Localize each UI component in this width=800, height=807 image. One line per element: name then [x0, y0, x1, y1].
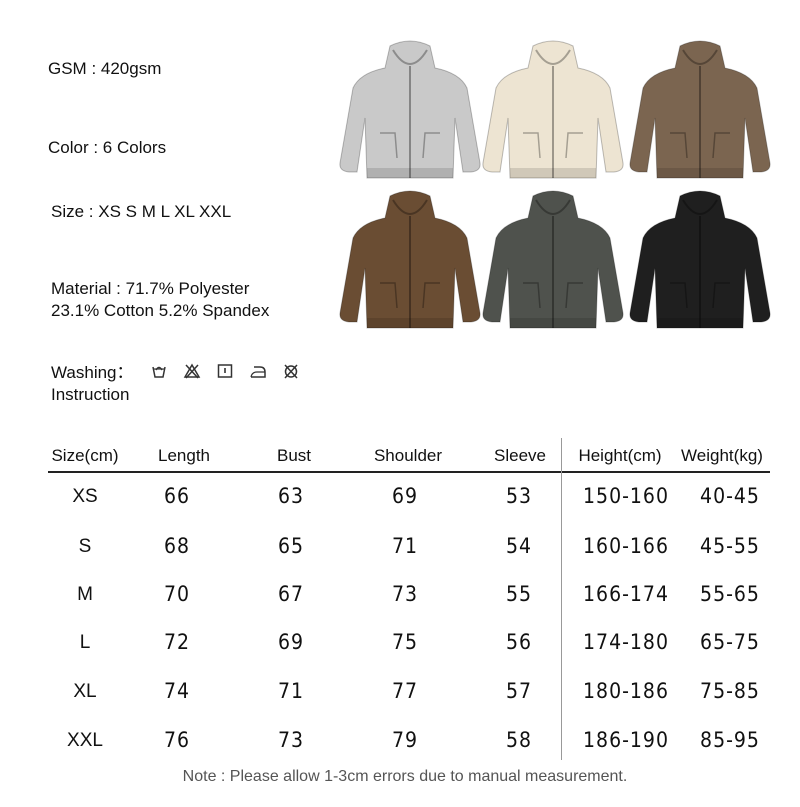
cell-sleeve: 58 — [505, 728, 533, 752]
hand-wash-icon — [152, 366, 166, 378]
cell-size: XL — [73, 681, 97, 702]
tumble-dry-icon — [217, 364, 233, 378]
header-bust: Bust — [276, 446, 312, 465]
cell-sleeve: 53 — [505, 484, 533, 508]
cell-height: 180-186 — [583, 679, 669, 703]
hoodie-black[interactable] — [625, 188, 775, 333]
cell-bust: 71 — [277, 679, 305, 703]
gsm-spec: GSM : 420gsm — [48, 59, 162, 78]
cell-shoulder: 71 — [391, 534, 419, 558]
washing-icons — [150, 362, 300, 380]
cell-weight: 40-45 — [700, 484, 760, 508]
material-spec-line1: Material : 71.7% Polyester — [51, 279, 250, 298]
do-not-dry-clean-icon — [284, 364, 298, 379]
hoodie-mocha[interactable] — [625, 38, 775, 183]
cell-size: M — [77, 584, 93, 605]
cell-bust: 69 — [277, 630, 305, 654]
cell-bust: 65 — [277, 534, 305, 558]
cell-sleeve: 54 — [505, 534, 533, 558]
cell-bust: 67 — [277, 582, 305, 606]
header-size: Size(cm) — [51, 446, 119, 465]
header-shoulder: Shoulder — [373, 446, 443, 465]
cell-size: XXL — [67, 730, 103, 751]
cell-weight: 55-65 — [700, 582, 760, 606]
header-length: Length — [158, 446, 210, 465]
cell-weight: 45-55 — [700, 534, 760, 558]
header-height: Height(cm) — [578, 446, 662, 465]
washing-instruction-label: Instruction — [51, 385, 130, 404]
cell-shoulder: 75 — [391, 630, 419, 654]
cell-weight: 65-75 — [700, 630, 760, 654]
cell-sleeve: 55 — [505, 582, 533, 606]
material-spec-line2: 23.1% Cotton 5.2% Spandex — [51, 301, 270, 320]
cell-shoulder: 77 — [391, 679, 419, 703]
cell-length: 66 — [163, 484, 191, 508]
cell-bust: 73 — [277, 728, 305, 752]
cell-size: XS — [72, 486, 98, 507]
cell-height: 160-166 — [583, 534, 669, 558]
do-not-bleach-icon — [183, 363, 201, 379]
hoodie-light-gray[interactable] — [335, 38, 485, 183]
cell-sleeve: 56 — [505, 630, 533, 654]
cell-length: 74 — [163, 679, 191, 703]
cell-length: 72 — [163, 630, 191, 654]
measurement-note: Note : Please allow 1-3cm errors due to … — [182, 768, 628, 785]
hoodie-cream[interactable] — [478, 38, 628, 183]
cell-shoulder: 69 — [391, 484, 419, 508]
cell-shoulder: 79 — [391, 728, 419, 752]
cell-height: 166-174 — [583, 582, 669, 606]
size-spec: Size : XS S M L XL XXL — [51, 202, 232, 221]
cell-height: 150-160 — [583, 484, 669, 508]
cell-weight: 85-95 — [700, 728, 760, 752]
header-divider — [48, 471, 770, 473]
cell-sleeve: 57 — [505, 679, 533, 703]
column-divider — [561, 438, 562, 760]
cell-shoulder: 73 — [391, 582, 419, 606]
cell-length: 76 — [163, 728, 191, 752]
header-sleeve: Sleeve — [494, 446, 546, 465]
hoodie-charcoal[interactable] — [478, 188, 628, 333]
cell-size: S — [78, 536, 92, 557]
cell-height: 186-190 — [583, 728, 669, 752]
hoodie-brown[interactable] — [335, 188, 485, 333]
iron-icon — [250, 366, 266, 378]
cell-size: L — [79, 632, 91, 653]
cell-length: 70 — [163, 582, 191, 606]
cell-weight: 75-85 — [700, 679, 760, 703]
cell-bust: 63 — [277, 484, 305, 508]
header-weight: Weight(kg) — [681, 446, 763, 465]
color-spec: Color : 6 Colors — [48, 138, 167, 157]
cell-height: 174-180 — [583, 630, 669, 654]
washing-label: Washing： — [51, 363, 134, 382]
cell-length: 68 — [163, 534, 191, 558]
